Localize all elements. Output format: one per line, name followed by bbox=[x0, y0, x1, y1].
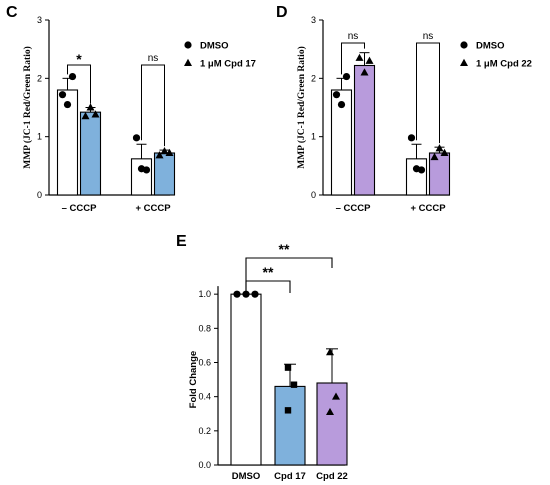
data-point bbox=[142, 166, 151, 174]
data-point bbox=[284, 364, 292, 371]
data-point bbox=[435, 144, 444, 152]
panel-d-chart: D 0 1 2 3 MMP (JC-1 Red/Green Ratio) – CCCP ns +… bbox=[276, 4, 532, 214]
panel-letter: C bbox=[6, 4, 18, 21]
y-tick-label: 1.0 bbox=[198, 289, 211, 299]
bar bbox=[353, 64, 376, 196]
x-category-label: DMSO bbox=[232, 471, 261, 482]
significance-label: * bbox=[76, 51, 82, 67]
legend-entry: 1 μM Cpd 17 bbox=[200, 59, 256, 70]
data-point bbox=[160, 147, 169, 155]
legend-entry: DMSO bbox=[476, 41, 505, 52]
y-tick-label: 1 bbox=[311, 132, 316, 142]
significance-bracket bbox=[141, 64, 165, 147]
data-point bbox=[440, 148, 449, 156]
data-point bbox=[430, 152, 439, 161]
bar bbox=[230, 293, 262, 466]
y-axis-label: MMP (JC-1 Red/Green Ratio) bbox=[22, 46, 33, 169]
data-point bbox=[63, 100, 72, 109]
data-point bbox=[155, 151, 164, 159]
panel-c-chart: C 0 1 2 3 MMP (JC-1 Red/Green Ratio) – CCCP * + … bbox=[6, 4, 256, 214]
data-point bbox=[332, 91, 341, 99]
legend-marker bbox=[460, 58, 468, 66]
x-category-label: – CCCP bbox=[336, 203, 372, 214]
legend-marker bbox=[184, 41, 192, 49]
x-category-label: Cpd 17 bbox=[274, 471, 306, 482]
data-point bbox=[91, 110, 100, 118]
data-point bbox=[360, 68, 369, 76]
data-point bbox=[417, 166, 426, 174]
panel-e-chart: E 0.0 0.2 0.4 0.6 0.8 1.0 Fold Change DMSO Cpd 17… bbox=[176, 233, 348, 482]
data-point bbox=[86, 103, 95, 111]
y-tick-label: 2 bbox=[37, 73, 42, 83]
legend-marker bbox=[184, 58, 192, 66]
bar bbox=[130, 158, 153, 196]
legend-entry: 1 μM Cpd 22 bbox=[476, 59, 532, 70]
y-tick-label: 0 bbox=[37, 190, 42, 200]
bar bbox=[79, 111, 102, 196]
bar bbox=[274, 385, 306, 466]
data-point bbox=[326, 348, 334, 356]
data-point bbox=[81, 112, 90, 120]
data-point bbox=[365, 56, 374, 64]
data-point bbox=[337, 100, 346, 109]
data-point bbox=[407, 134, 416, 142]
data-point bbox=[332, 392, 340, 400]
y-tick-label: 0.6 bbox=[198, 358, 211, 368]
y-tick-label: 3 bbox=[311, 15, 316, 25]
bar bbox=[316, 382, 348, 466]
y-tick-label: 0.8 bbox=[198, 323, 211, 333]
y-axis-label: Fold Change bbox=[188, 351, 199, 409]
y-tick-label: 0.0 bbox=[198, 460, 211, 470]
x-category-label: + CCCP bbox=[410, 203, 446, 214]
data-point bbox=[342, 72, 351, 81]
y-tick-label: 3 bbox=[37, 15, 42, 25]
data-point bbox=[251, 290, 259, 298]
significance-bracket bbox=[245, 280, 291, 293]
significance-bracket bbox=[245, 257, 333, 293]
y-tick-label: 0.2 bbox=[198, 426, 211, 436]
data-point bbox=[242, 290, 250, 298]
legend-marker bbox=[460, 41, 468, 49]
significance-bracket bbox=[67, 64, 91, 104]
data-point bbox=[68, 72, 77, 81]
significance-label: ns bbox=[348, 31, 359, 42]
significance-label: ns bbox=[423, 31, 434, 42]
y-axis-label: MMP (JC-1 Red/Green Ratio) bbox=[296, 46, 307, 169]
data-point bbox=[165, 148, 174, 156]
data-point bbox=[284, 407, 292, 414]
x-category-label: Cpd 22 bbox=[316, 471, 348, 482]
panel-letter: E bbox=[176, 233, 187, 250]
data-point bbox=[233, 290, 241, 298]
y-tick-label: 0.4 bbox=[198, 392, 211, 402]
significance-label: ns bbox=[148, 53, 159, 64]
y-tick-label: 0 bbox=[311, 190, 316, 200]
bar bbox=[405, 158, 428, 196]
x-category-label: + CCCP bbox=[135, 203, 171, 214]
data-point bbox=[132, 134, 141, 142]
data-point bbox=[290, 381, 298, 388]
data-point bbox=[326, 407, 334, 416]
significance-bracket bbox=[341, 42, 365, 75]
legend-entry: DMSO bbox=[200, 41, 229, 52]
significance-label: ** bbox=[263, 264, 274, 280]
bar bbox=[153, 152, 176, 196]
significance-label: ** bbox=[279, 241, 290, 257]
y-tick-label: 1 bbox=[37, 132, 42, 142]
data-point bbox=[58, 91, 67, 99]
x-category-label: – CCCP bbox=[62, 203, 98, 214]
panel-letter: D bbox=[276, 4, 288, 21]
significance-bracket bbox=[416, 42, 440, 144]
data-point bbox=[355, 53, 364, 61]
y-tick-label: 2 bbox=[311, 73, 316, 83]
